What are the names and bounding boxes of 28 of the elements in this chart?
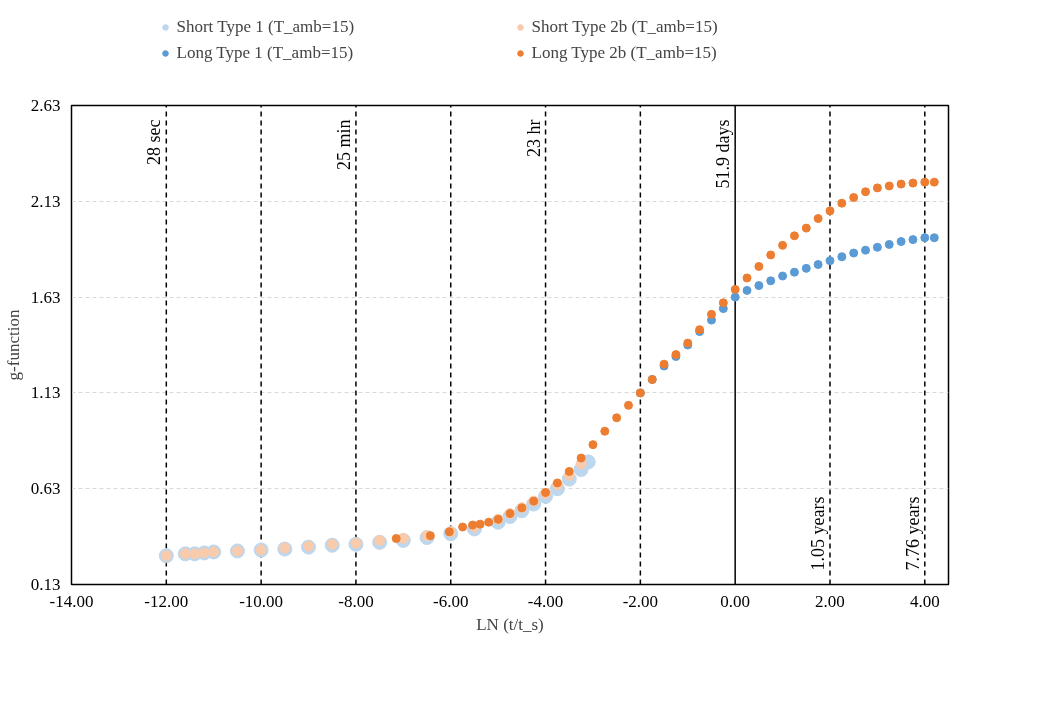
x-tick-label: 4.00	[909, 591, 940, 611]
x-tick-label: -8.00	[338, 591, 374, 611]
x-tick-label: 0.00	[720, 591, 751, 611]
ref-line-label: 7.76 years	[902, 496, 923, 571]
y-tick-label: 1.63	[30, 287, 61, 307]
x-axis-title: LN (t/t_s)	[476, 614, 544, 634]
y-tick-label: 1.13	[30, 383, 61, 403]
x-tick-label: -10.00	[239, 591, 284, 611]
x-tick-label: -12.00	[144, 591, 189, 611]
x-tick-label: -6.00	[433, 591, 469, 611]
legend-label: Short Type 1 (T_amb=15)	[176, 17, 356, 37]
y-tick-label: 0.63	[30, 479, 61, 499]
x-tick-label: -4.00	[527, 591, 564, 611]
x-tick-label: 2.00	[815, 591, 845, 611]
x-tick-label: -2.00	[622, 591, 659, 611]
y-tick-label: 0.13	[30, 575, 61, 594]
ref-line-label: 28 sec	[144, 119, 165, 165]
ref-line-label: 25 min	[333, 119, 354, 170]
legend-label: Long Type 1 (T_amb=15)	[176, 43, 355, 63]
legend-label: Long Type 2b (T_amb=15)	[531, 43, 718, 63]
ref-line-label: 23 hr	[523, 119, 544, 157]
x-tick-label: -14.00	[49, 591, 94, 611]
y-axis-title: g-function	[3, 309, 23, 381]
ref-line-label: 51.9 days	[713, 119, 734, 189]
y-tick-label: 2.13	[30, 191, 61, 211]
y-tick-label: 2.63	[30, 96, 61, 115]
ref-line-label: 1.05 years	[807, 496, 828, 571]
legend-label: Short Type 2b (T_amb=15)	[531, 17, 719, 37]
